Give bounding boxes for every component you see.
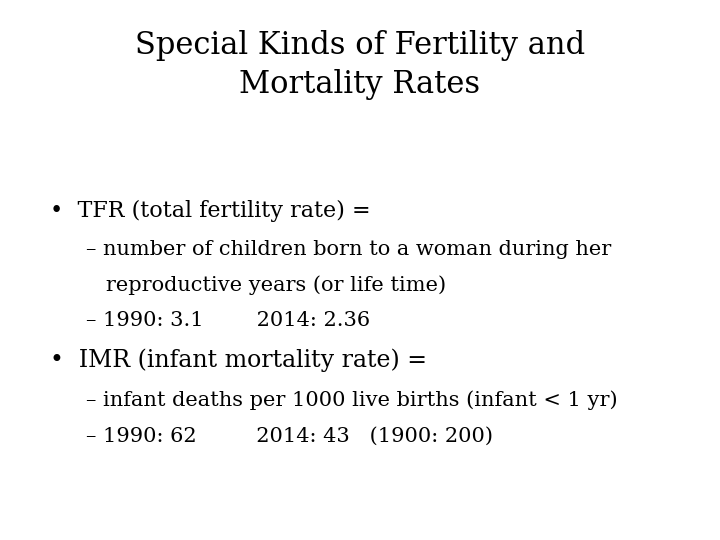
Text: •  IMR (infant mortality rate) =: • IMR (infant mortality rate) = <box>50 348 428 372</box>
Text: – infant deaths per 1000 live births (infant < 1 yr): – infant deaths per 1000 live births (in… <box>86 390 618 409</box>
Text: reproductive years (or life time): reproductive years (or life time) <box>86 275 446 295</box>
Text: – number of children born to a woman during her: – number of children born to a woman dur… <box>86 240 612 259</box>
Text: – 1990: 3.1        2014: 2.36: – 1990: 3.1 2014: 2.36 <box>86 310 371 329</box>
Text: Special Kinds of Fertility and
Mortality Rates: Special Kinds of Fertility and Mortality… <box>135 30 585 100</box>
Text: •  TFR (total fertility rate) =: • TFR (total fertility rate) = <box>50 200 371 222</box>
Text: – 1990: 62         2014: 43   (1900: 200): – 1990: 62 2014: 43 (1900: 200) <box>86 427 493 446</box>
